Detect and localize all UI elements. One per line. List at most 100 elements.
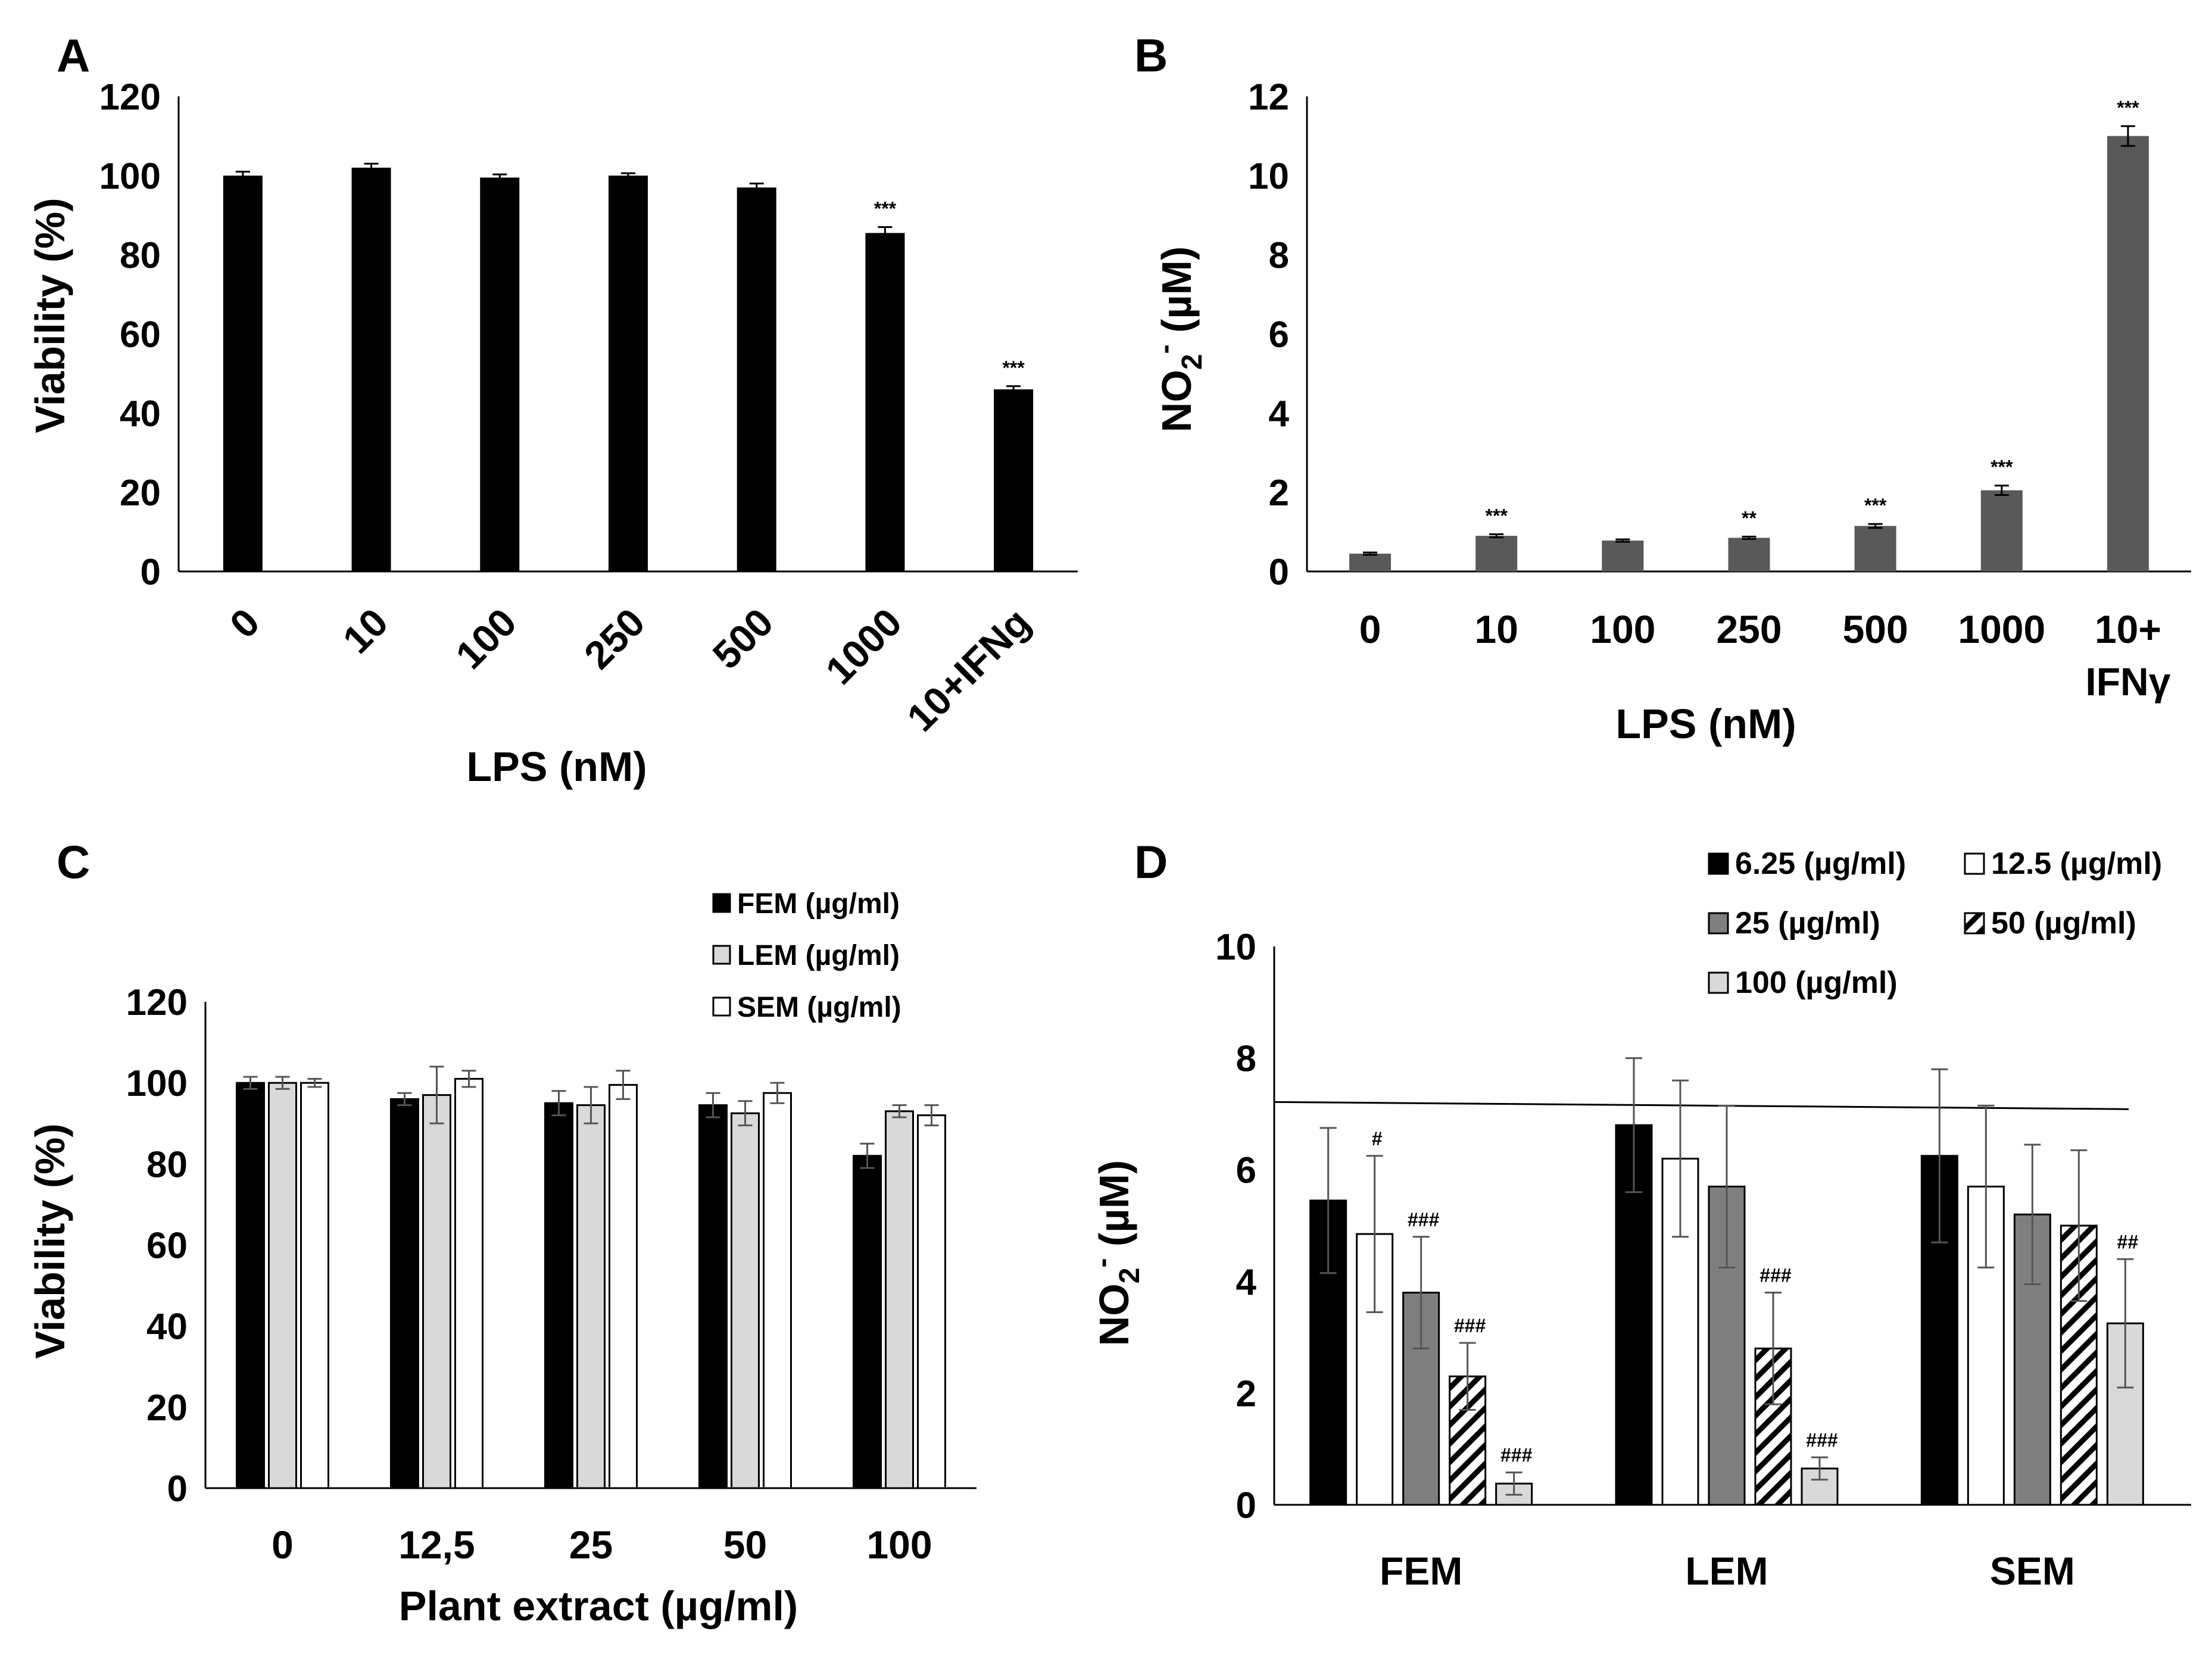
legend-label: 25 (µg/ml) [1735,906,1880,941]
bar [1708,1185,1746,1506]
x-tick-label: 1000 [1958,607,2045,651]
significance-marker: ### [1408,1209,1440,1230]
error-bar [1363,551,1378,556]
error-bar [1718,1104,1735,1268]
error-bar [706,1092,720,1118]
y-tick-label: 20 [120,473,161,514]
legend-swatch [1708,971,1729,994]
bar [544,1102,573,1489]
legend-swatch [712,945,731,965]
significance-marker: *** [1864,495,1887,516]
x-axis-title: LPS (nM) [466,743,647,790]
error-bar [924,1104,939,1127]
significance-marker: ### [1759,1265,1792,1286]
y-axis-title-part: 2 [1114,1268,1146,1284]
y-tick-label: 40 [120,393,161,435]
legend-swatch [1708,912,1729,935]
panel-label-a: A [57,29,90,82]
legend-label: FEM (µg/ml) [737,888,900,920]
y-tick-label: 20 [146,1388,188,1429]
bar [1728,538,1770,571]
error-bar [1489,533,1504,539]
bar [351,167,391,571]
x-axis-title: LPS (nM) [1615,701,1796,747]
error-bar [1412,1236,1430,1349]
y-tick-label: 80 [146,1144,188,1185]
y-axis-title-part: 2 [1177,354,1208,370]
bar [422,1094,451,1489]
significance-marker: *** [874,198,897,219]
significance-marker: ## [2117,1231,2139,1252]
error-bar [1615,538,1630,543]
bar [731,1112,760,1489]
error-bar [492,173,507,182]
x-tick-label: LEM [1685,1549,1768,1593]
y-axis-title: Viability (%) [27,1123,73,1358]
x-tick-label: 10 [1475,607,1518,651]
y-tick-label: 10 [1248,156,1289,197]
y-tick-label: 100 [99,156,161,197]
panel-label-d: D [1134,836,1168,888]
y-tick-label: 6 [1236,1150,1256,1191]
y-tick-label: 0 [167,1468,188,1510]
x-tick-label: 12,5 [398,1523,475,1567]
y-tick-label: 40 [146,1307,188,1348]
y-axis-title-part: NO [1153,370,1200,432]
error-bar [551,1090,566,1117]
bar [853,1155,882,1489]
error-bar [307,1077,322,1088]
x-tick-label: 10+IFNg [898,600,1038,740]
error-bar [461,1070,476,1088]
bar [268,1082,297,1489]
significance-marker: *** [1002,357,1025,379]
error-bar [1765,1292,1782,1405]
bar [865,233,905,571]
legend-swatch [712,893,731,913]
reference-line [1274,1101,2129,1110]
bar [885,1110,914,1489]
error-bar [243,1076,258,1090]
y-tick-label: 8 [1236,1039,1256,1080]
x-tick-label: 500 [704,600,781,677]
y-tick-label: 120 [126,982,188,1023]
error-bar [1931,1068,1948,1243]
y-tick-label: 0 [141,552,161,593]
significance-marker: *** [1486,505,1508,526]
bar [917,1114,946,1489]
x-tick-label: 500 [1843,607,1908,651]
error-bar [397,1092,412,1107]
error-bar [1006,385,1021,393]
y-tick-label: 60 [120,314,161,355]
legend-swatch [1964,852,1985,875]
y-tick-label: 80 [120,235,161,276]
bar [1980,490,2023,571]
legend-label: 6.25 (µg/ml) [1735,846,1906,881]
x-tick-label: 1000 [817,600,910,693]
bar [223,176,263,571]
bar [300,1082,329,1489]
error-bar [1319,1127,1337,1274]
bar [1854,526,1896,571]
x-tick-label: 250 [1716,607,1782,651]
significance-marker: ### [1454,1315,1486,1336]
y-tick-label: 60 [146,1226,188,1267]
bar [2107,136,2149,571]
bar [1475,536,1518,571]
error-bar [1994,485,2009,496]
significance-marker: ### [1500,1445,1533,1466]
y-tick-label: 0 [1236,1485,1256,1526]
error-bar [2070,1149,2088,1302]
error-bar [749,182,764,193]
legend-swatch [1708,852,1729,875]
bar [994,389,1034,571]
bar [480,177,520,571]
error-bar [1742,535,1757,540]
error-bar [364,163,379,173]
legend-label: 50 (µg/ml) [1991,906,2136,941]
y-tick-label: 10 [1215,927,1256,968]
panel-label-c: C [57,836,90,888]
error-bar [429,1066,444,1124]
y-tick-label: 2 [1269,473,1289,514]
y-tick-label: 6 [1269,314,1289,355]
